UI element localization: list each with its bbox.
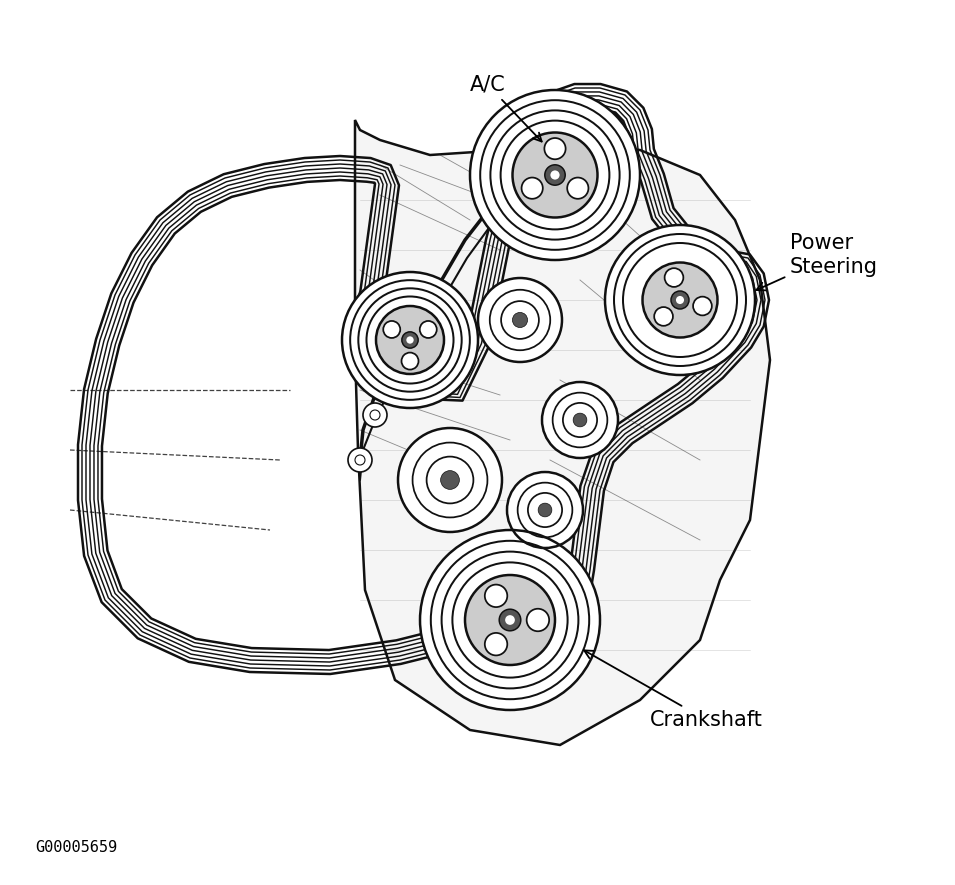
- Circle shape: [654, 307, 673, 326]
- Circle shape: [465, 575, 555, 665]
- Circle shape: [507, 472, 583, 548]
- Circle shape: [401, 352, 418, 370]
- Circle shape: [513, 312, 527, 327]
- Circle shape: [478, 278, 562, 362]
- Circle shape: [406, 336, 414, 343]
- Circle shape: [388, 356, 412, 380]
- Text: A/C: A/C: [470, 75, 541, 142]
- Circle shape: [402, 332, 418, 348]
- Text: Power
Steering: Power Steering: [756, 234, 878, 290]
- Circle shape: [383, 321, 400, 338]
- Circle shape: [499, 609, 520, 631]
- Circle shape: [567, 178, 588, 199]
- Circle shape: [539, 504, 552, 517]
- Circle shape: [544, 138, 565, 159]
- Circle shape: [605, 225, 755, 375]
- Circle shape: [550, 171, 560, 180]
- Polygon shape: [355, 120, 770, 745]
- Text: G00005659: G00005659: [35, 840, 117, 855]
- Circle shape: [521, 178, 542, 199]
- Circle shape: [513, 133, 598, 218]
- Circle shape: [671, 291, 689, 309]
- Text: Crankshaft: Crankshaft: [584, 650, 763, 730]
- Circle shape: [526, 609, 549, 631]
- Circle shape: [342, 272, 478, 408]
- Circle shape: [544, 165, 565, 185]
- Circle shape: [665, 268, 684, 287]
- Circle shape: [643, 263, 717, 337]
- Circle shape: [363, 403, 387, 427]
- Circle shape: [573, 413, 586, 427]
- Circle shape: [398, 428, 502, 532]
- Circle shape: [348, 448, 372, 472]
- Circle shape: [470, 90, 640, 260]
- Circle shape: [420, 321, 436, 338]
- Circle shape: [505, 615, 515, 625]
- Circle shape: [420, 530, 600, 710]
- Circle shape: [542, 382, 618, 458]
- Circle shape: [485, 633, 507, 656]
- Circle shape: [376, 306, 444, 374]
- Circle shape: [693, 296, 711, 315]
- Circle shape: [676, 296, 684, 304]
- Circle shape: [485, 585, 507, 607]
- Circle shape: [440, 471, 459, 489]
